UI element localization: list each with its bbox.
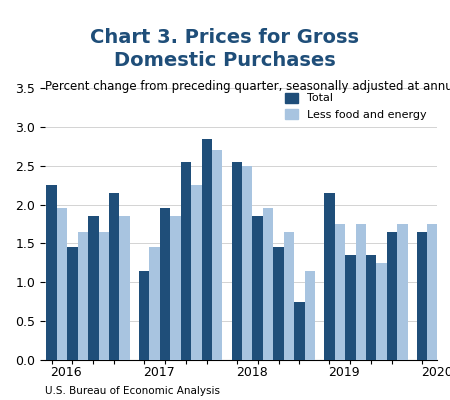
Bar bbox=[109, 193, 119, 360]
Bar bbox=[417, 232, 428, 360]
Bar bbox=[149, 247, 160, 360]
Bar bbox=[263, 208, 273, 360]
Bar bbox=[294, 302, 305, 360]
Bar bbox=[242, 166, 252, 360]
Text: U.S. Bureau of Economic Analysis: U.S. Bureau of Economic Analysis bbox=[45, 386, 220, 396]
Bar bbox=[119, 216, 130, 360]
Bar bbox=[345, 255, 356, 360]
Bar bbox=[305, 271, 315, 360]
Bar bbox=[397, 224, 408, 360]
Legend: Total, Less food and energy: Total, Less food and energy bbox=[280, 88, 431, 124]
Bar bbox=[139, 271, 149, 360]
Bar bbox=[202, 138, 212, 360]
Bar bbox=[67, 247, 77, 360]
Bar bbox=[428, 224, 438, 360]
Text: Chart 3. Prices for Gross
Domestic Purchases: Chart 3. Prices for Gross Domestic Purch… bbox=[90, 28, 360, 70]
Bar bbox=[232, 162, 242, 360]
Bar bbox=[324, 193, 335, 360]
Bar bbox=[284, 232, 294, 360]
Bar bbox=[252, 216, 263, 360]
Bar bbox=[77, 232, 88, 360]
Bar bbox=[273, 247, 284, 360]
Text: Percent change from preceding quarter, seasonally adjusted at annual rates: Percent change from preceding quarter, s… bbox=[45, 80, 450, 93]
Bar bbox=[99, 232, 109, 360]
Bar bbox=[191, 185, 202, 360]
Bar bbox=[366, 255, 377, 360]
Bar bbox=[88, 216, 99, 360]
Bar bbox=[387, 232, 397, 360]
Bar bbox=[160, 208, 170, 360]
Bar bbox=[356, 224, 366, 360]
Bar bbox=[377, 263, 387, 360]
Bar bbox=[46, 185, 57, 360]
Bar bbox=[181, 162, 191, 360]
Bar bbox=[170, 216, 181, 360]
Bar bbox=[212, 150, 222, 360]
Bar bbox=[335, 224, 345, 360]
Bar bbox=[57, 208, 67, 360]
